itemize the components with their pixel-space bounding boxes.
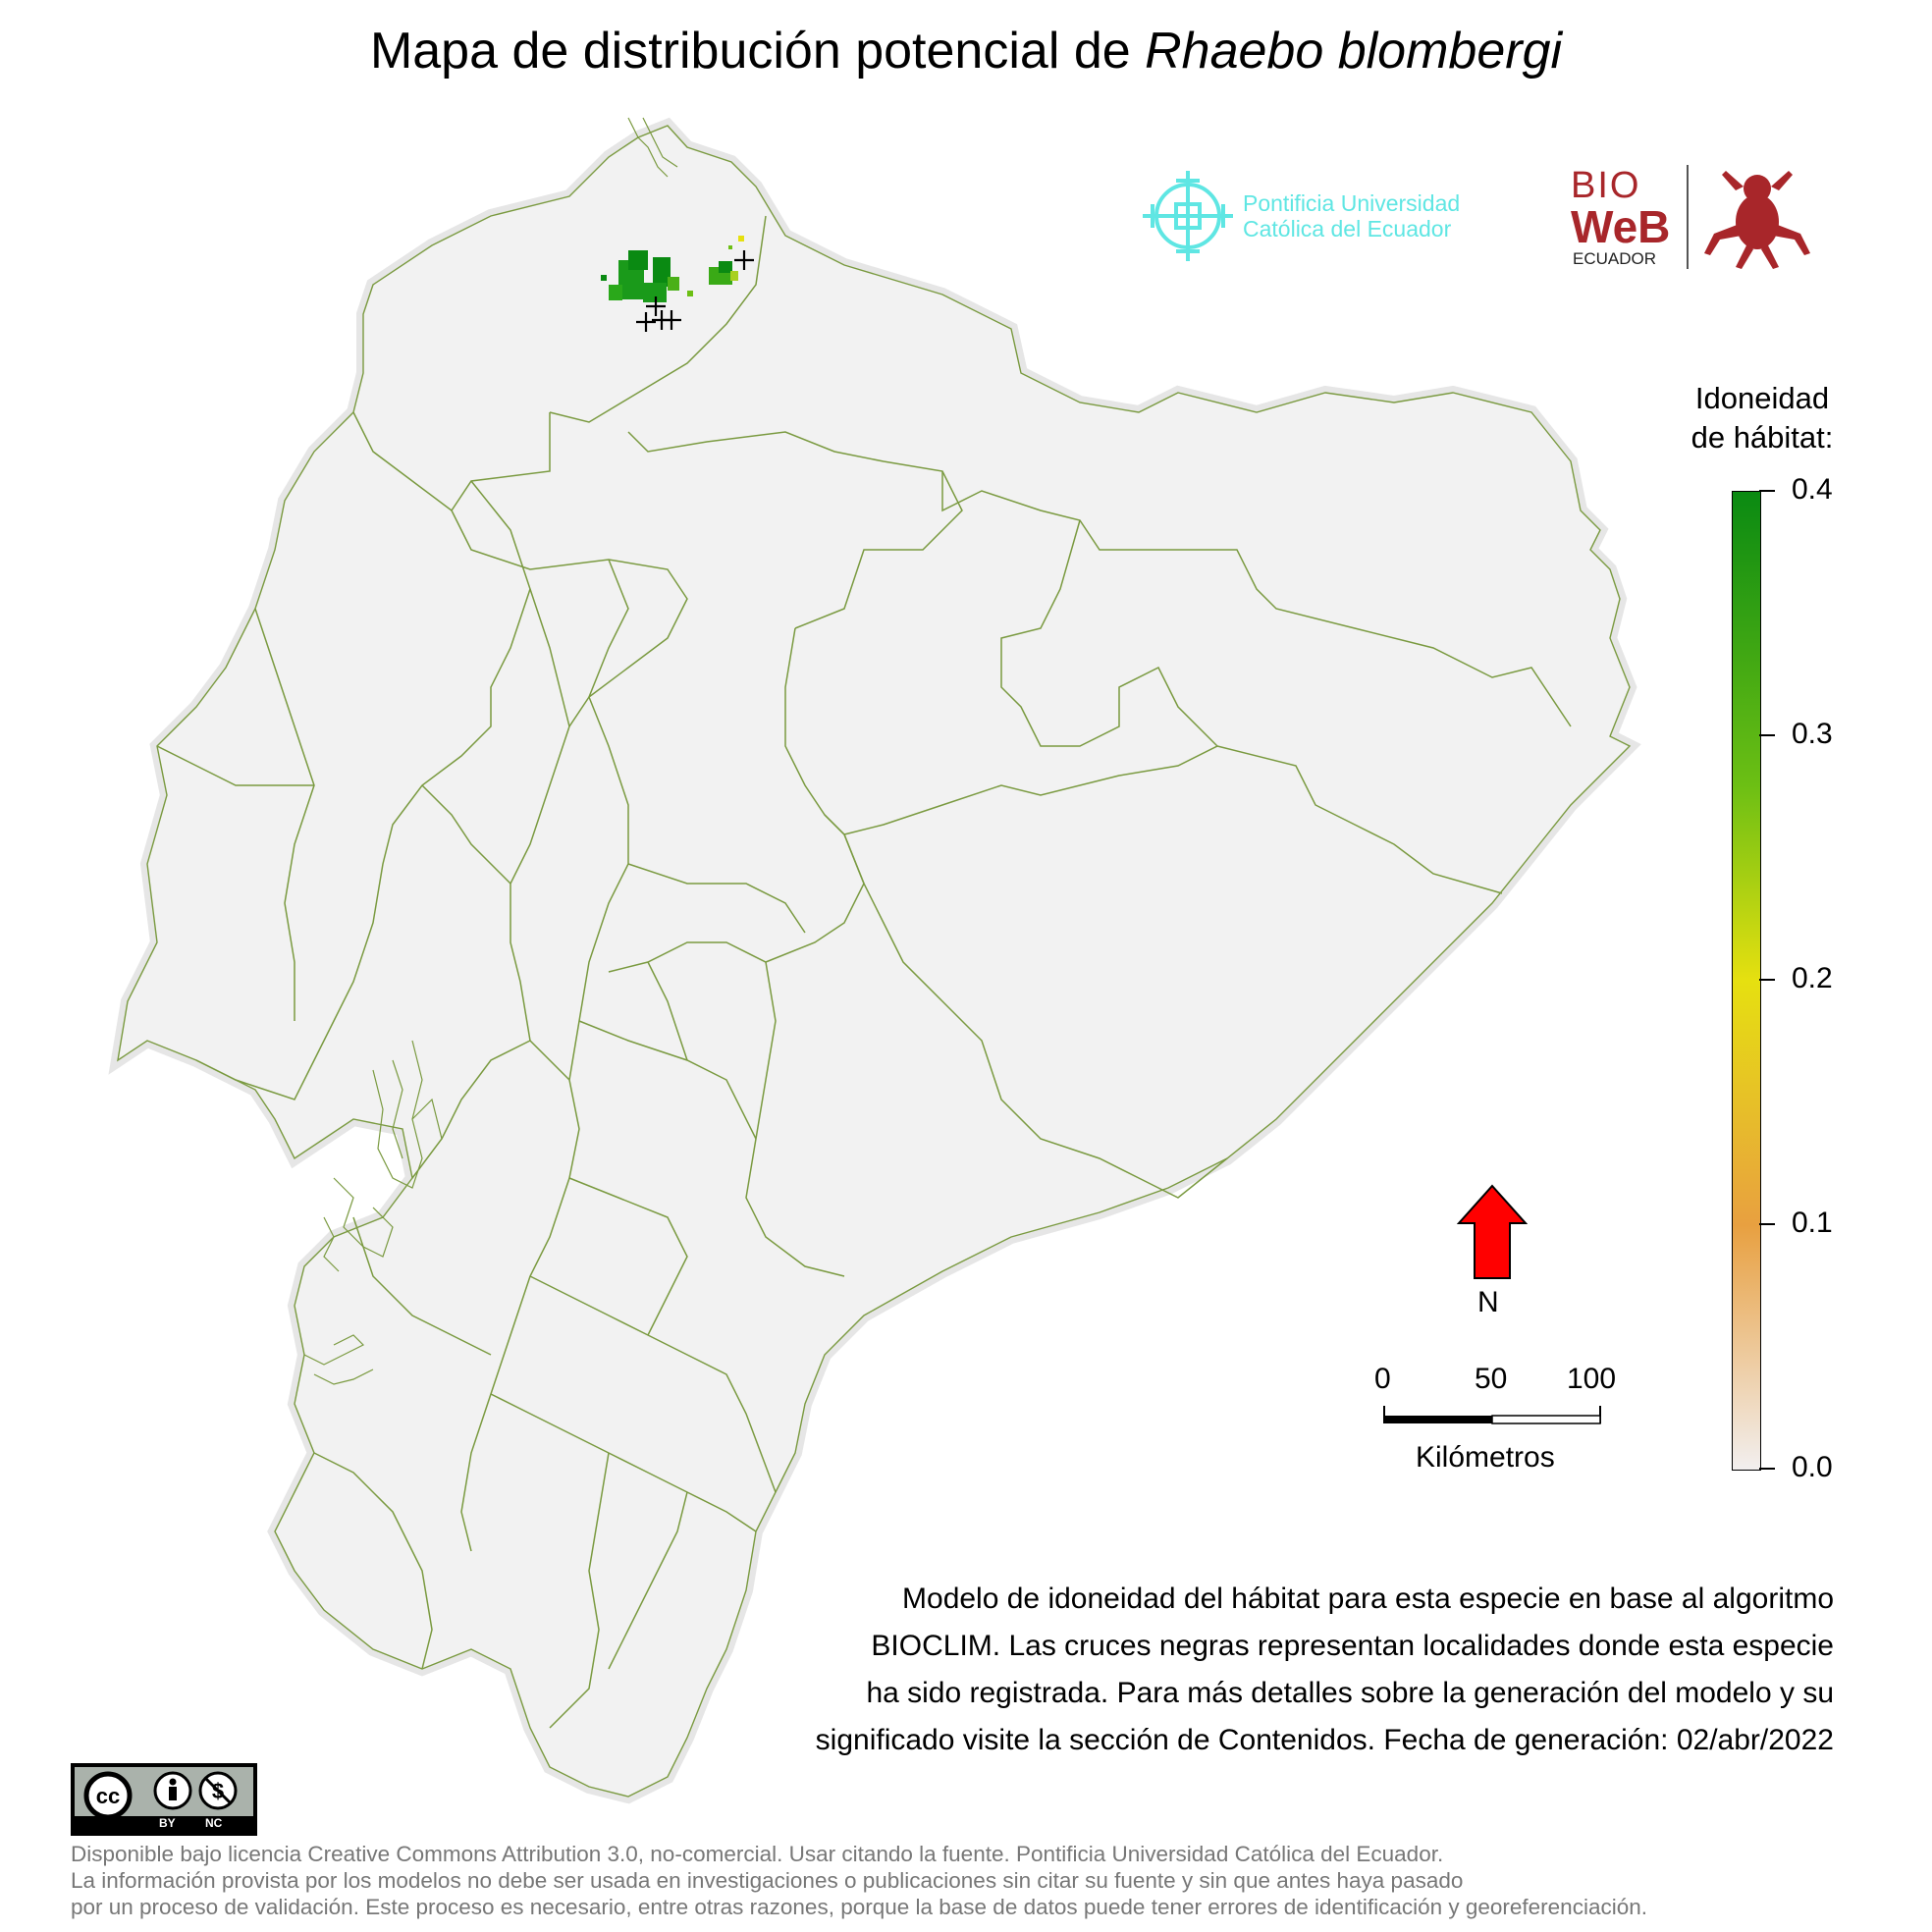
patch: [643, 283, 667, 302]
scale-label-100: 100: [1567, 1363, 1617, 1395]
caption-line2: BIOCLIM. Las cruces negras representan l…: [871, 1630, 1834, 1662]
species-name: Rhaebo blombergi: [1145, 23, 1563, 80]
cc-icons: cc $: [83, 1771, 238, 1818]
province-boundaries: [156, 215, 1572, 1729]
puce-logo: Pontificia Universidad Católica del Ecua…: [1139, 167, 1492, 265]
map-title: Mapa de distribución potencial de Rhaebo…: [0, 22, 1932, 80]
ecuador-border: [117, 125, 1632, 1798]
svg-text:cc: cc: [96, 1784, 120, 1808]
legend-tick-0-3: 0.3: [1792, 718, 1833, 750]
north-label: N: [1477, 1286, 1499, 1318]
legend-tick-0-0: 0.0: [1792, 1451, 1833, 1483]
occurrence-cross: [734, 250, 754, 270]
scale-unit: Kilómetros: [1416, 1441, 1555, 1474]
footer-line2: La información provista por los modelos …: [71, 1868, 1464, 1893]
legend-tick-0-4: 0.4: [1792, 473, 1833, 506]
scale-label-50: 50: [1475, 1363, 1508, 1395]
legend-tick-0-1: 0.1: [1792, 1207, 1833, 1239]
puce-emblem-icon: [1143, 171, 1233, 261]
footer-line1: Disponible bajo licencia Creative Common…: [71, 1842, 1444, 1866]
title-text: Mapa de distribución potencial de: [369, 23, 1146, 80]
caption-line3: ha sido registrada. Para más detalles so…: [866, 1677, 1834, 1709]
footer-line3: por un proceso de validación. Este proce…: [71, 1895, 1647, 1919]
patch: [609, 285, 622, 300]
guayas-estuary: [303, 117, 678, 1385]
puce-line1: Pontificia Universidad: [1243, 190, 1461, 216]
patch: [719, 261, 732, 273]
puce-line2: Católica del Ecuador: [1243, 216, 1452, 242]
occurrence-points: [636, 250, 754, 332]
bioweb-line2: WeB: [1571, 201, 1671, 252]
patch: [687, 291, 693, 296]
caption-line4: significado visite la sección de Conteni…: [815, 1724, 1834, 1756]
bioweb-line1: BIO: [1571, 165, 1641, 206]
legend-ticks: [1759, 490, 1775, 1470]
suitability-patches: [601, 236, 744, 302]
caption-line1: Modelo de idoneidad del hábitat para est…: [902, 1583, 1834, 1615]
logo-divider: [1687, 165, 1689, 269]
occurrence-cross: [646, 296, 666, 316]
bioweb-logo: BIO WeB ECUADOR: [1571, 165, 1826, 273]
cc-by-label: BY: [159, 1816, 176, 1830]
patch: [728, 245, 732, 249]
occurrence-cross: [662, 310, 681, 330]
scale-label-0: 0: [1374, 1363, 1391, 1395]
patch: [628, 250, 648, 270]
legend-title-line2: de hábitat:: [1690, 420, 1834, 455]
bioweb-line3: ECUADOR: [1573, 249, 1657, 268]
occurrence-cross: [636, 312, 656, 332]
cc-license-badge: cc $ BY NC: [71, 1763, 257, 1836]
patch: [738, 236, 744, 242]
scale-bar: [1383, 1406, 1601, 1424]
patch: [730, 271, 738, 281]
north-arrow-icon: [1457, 1184, 1528, 1279]
legend-colorbar: [1732, 491, 1761, 1471]
cc-icon: [83, 1771, 133, 1818]
legend-title-line1: Idoneidad: [1694, 381, 1830, 415]
cc-nc-label: NC: [205, 1816, 223, 1830]
patch: [668, 277, 679, 291]
frog-icon: [1704, 171, 1810, 269]
patch: [653, 257, 671, 287]
legend-tick-0-2: 0.2: [1792, 962, 1833, 994]
patch: [601, 275, 607, 281]
